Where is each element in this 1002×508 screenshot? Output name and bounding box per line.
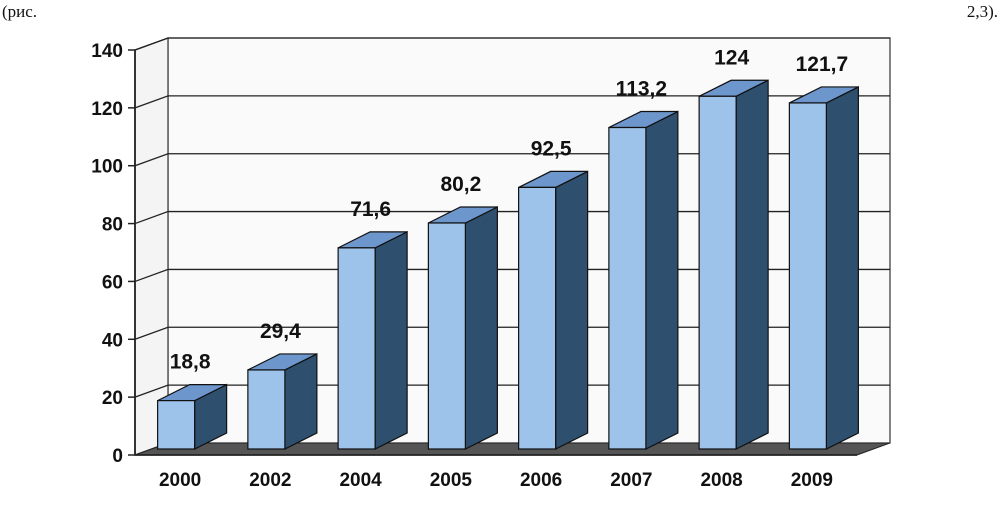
bar-side [464,206,498,450]
y-tick-label: 60 [102,272,123,293]
bar-side [374,230,408,450]
bar-2005 [427,222,466,450]
data-label: 124 [714,46,749,69]
x-tick-label: 2009 [791,470,833,491]
caption-right: 2,3). [966,2,998,21]
data-label: 18,8 [170,351,211,374]
y-tick-label: 80 [102,215,123,236]
bar-2007 [608,126,647,450]
y-tick-label: 140 [91,41,123,62]
side-wall [134,37,169,456]
bar-side [555,170,589,450]
data-label: 71,6 [350,198,391,221]
x-tick-label: 2008 [700,470,742,491]
bar-2009 [788,102,827,450]
gridline [134,37,890,51]
data-label: 80,2 [440,173,481,196]
data-label: 29,4 [260,320,301,343]
x-tick-label: 2007 [610,470,652,491]
y-tick-label: 20 [102,388,123,409]
data-label: 113,2 [616,78,667,101]
bar-side [825,85,859,450]
y-tick-label: 40 [102,330,123,351]
x-tick-label: 2004 [339,470,382,491]
bar-2004 [337,247,376,450]
y-tick-label: 120 [91,99,123,120]
bar-side [645,110,679,450]
data-label: 92,5 [531,137,572,160]
data-label: 121,7 [796,53,849,76]
bar-2000 [157,400,196,450]
x-tick-label: 2002 [249,470,291,491]
bar-side [735,79,769,450]
x-tick-label: 2005 [430,470,473,491]
y-tick-label: 0 [112,446,123,467]
x-tick-label: 2006 [520,470,562,491]
y-tick-label: 100 [91,157,123,178]
bar-2002 [247,369,286,450]
caption-left: (рис. [2,2,38,21]
x-tick-label: 2000 [159,470,201,491]
bar-2006 [518,186,557,450]
bar-2008 [698,95,737,450]
gridline [134,95,890,109]
